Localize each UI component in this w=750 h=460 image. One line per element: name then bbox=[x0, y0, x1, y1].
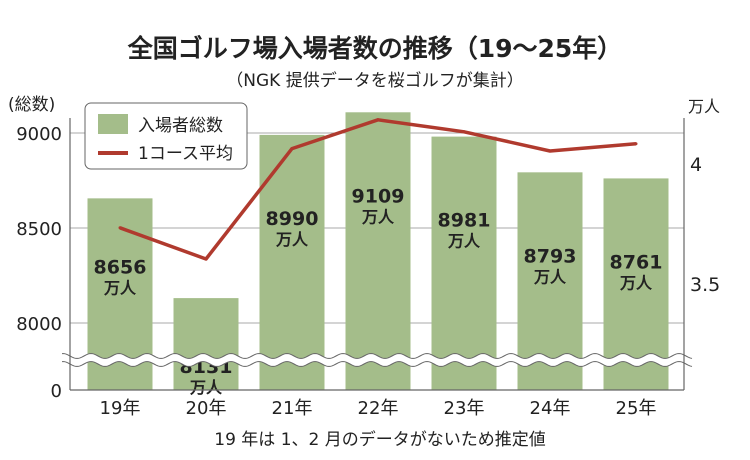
left-tick-label: 8500 bbox=[16, 219, 62, 240]
bar-22年 bbox=[345, 112, 411, 390]
x-tick-label: 25年 bbox=[616, 398, 657, 419]
left-axis-label: (総数) bbox=[8, 95, 55, 115]
legend-swatch-bar bbox=[98, 114, 128, 134]
right-axis-label: 万人 bbox=[688, 97, 720, 116]
bar-20年 bbox=[173, 298, 239, 390]
left-tick-label: 9000 bbox=[16, 124, 62, 145]
bar-unit-label: 万人 bbox=[189, 378, 223, 397]
x-tick-label: 24年 bbox=[530, 398, 571, 419]
right-tick-label: 3.5 bbox=[690, 274, 720, 296]
x-tick-label: 19年 bbox=[100, 398, 141, 419]
x-tick-label: 21年 bbox=[272, 398, 313, 419]
right-tick-label: 4 bbox=[690, 154, 702, 176]
line-point-22年 bbox=[376, 118, 380, 122]
bar-value-label: 8793 bbox=[524, 245, 577, 267]
bar-value-label: 8990 bbox=[266, 208, 319, 230]
bar-unit-label: 万人 bbox=[619, 273, 653, 292]
x-tick-label: 22年 bbox=[358, 398, 399, 419]
line-point-20年 bbox=[204, 257, 208, 261]
line-point-21年 bbox=[290, 147, 294, 151]
bar-unit-label: 万人 bbox=[533, 267, 567, 286]
legend: 入場者総数 1コース平均 bbox=[84, 102, 248, 170]
axis-break-line bbox=[62, 353, 693, 359]
bar-value-label: 8656 bbox=[94, 256, 147, 278]
legend-label-bar: 入場者総数 bbox=[138, 116, 223, 136]
bar-unit-label: 万人 bbox=[361, 207, 395, 226]
bar-25年 bbox=[603, 178, 669, 390]
bar-unit-label: 万人 bbox=[275, 230, 309, 249]
line-point-19年 bbox=[118, 226, 122, 230]
bar-unit-label: 万人 bbox=[447, 232, 481, 251]
left-tick-label: 8000 bbox=[16, 314, 62, 335]
bar-value-label: 8981 bbox=[438, 210, 491, 232]
line-point-25年 bbox=[634, 142, 638, 146]
bar-value-label: 9109 bbox=[352, 185, 405, 207]
legend-label-line: 1コース平均 bbox=[138, 144, 233, 164]
bar-23年 bbox=[431, 136, 497, 390]
footnote: 19 年は 1、2 月のデータがないため推定値 bbox=[214, 429, 545, 450]
left-tick-label: 0 bbox=[51, 381, 62, 402]
line-point-24年 bbox=[548, 149, 552, 153]
chart-subtitle: （NGK 提供データを桜ゴルフが集計） bbox=[226, 70, 523, 91]
line-point-23年 bbox=[462, 130, 466, 134]
chart-title: 全国ゴルフ場入場者数の推移（19〜25年） bbox=[127, 34, 623, 63]
bar-24年 bbox=[517, 172, 583, 390]
bar-21年 bbox=[259, 134, 325, 390]
axis-break-line bbox=[62, 361, 693, 367]
axis-break-band bbox=[62, 353, 692, 367]
x-tick-label: 23年 bbox=[444, 398, 485, 419]
bar-unit-label: 万人 bbox=[103, 278, 137, 297]
bar-value-label: 8761 bbox=[610, 251, 663, 273]
x-tick-label: 20年 bbox=[186, 398, 227, 419]
